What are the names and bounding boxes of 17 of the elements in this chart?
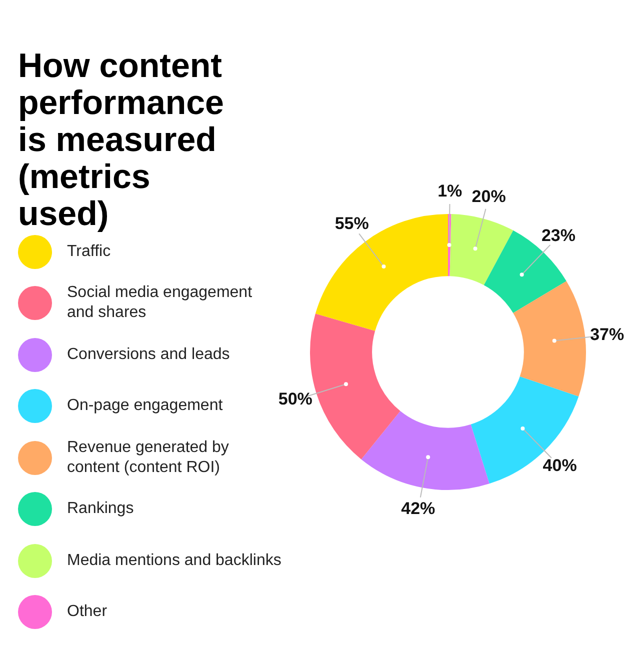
data-label: 37% xyxy=(590,324,624,344)
legend-label: Rankings xyxy=(67,499,135,520)
data-label: 40% xyxy=(542,456,577,476)
legend-label: Other xyxy=(67,602,108,622)
legend-label: Conversions and leads xyxy=(67,344,231,365)
data-label: 23% xyxy=(541,226,576,245)
legend-label: Revenue generated by content (content ROI) xyxy=(67,438,230,478)
legend-label: Traffic xyxy=(67,242,112,262)
chart-title: How content performance is measured (metrics used) xyxy=(18,47,225,233)
data-label: 50% xyxy=(278,390,312,409)
data-label: 55% xyxy=(334,214,369,233)
data-label: 20% xyxy=(472,186,506,206)
legend-label: Media mentions and backlinks xyxy=(67,550,282,571)
data-label: 1% xyxy=(438,182,462,201)
legend-label: Social media engagement and shares xyxy=(67,283,254,324)
data-label: 42% xyxy=(401,498,436,518)
legend-label: On-page engagement xyxy=(67,397,223,414)
